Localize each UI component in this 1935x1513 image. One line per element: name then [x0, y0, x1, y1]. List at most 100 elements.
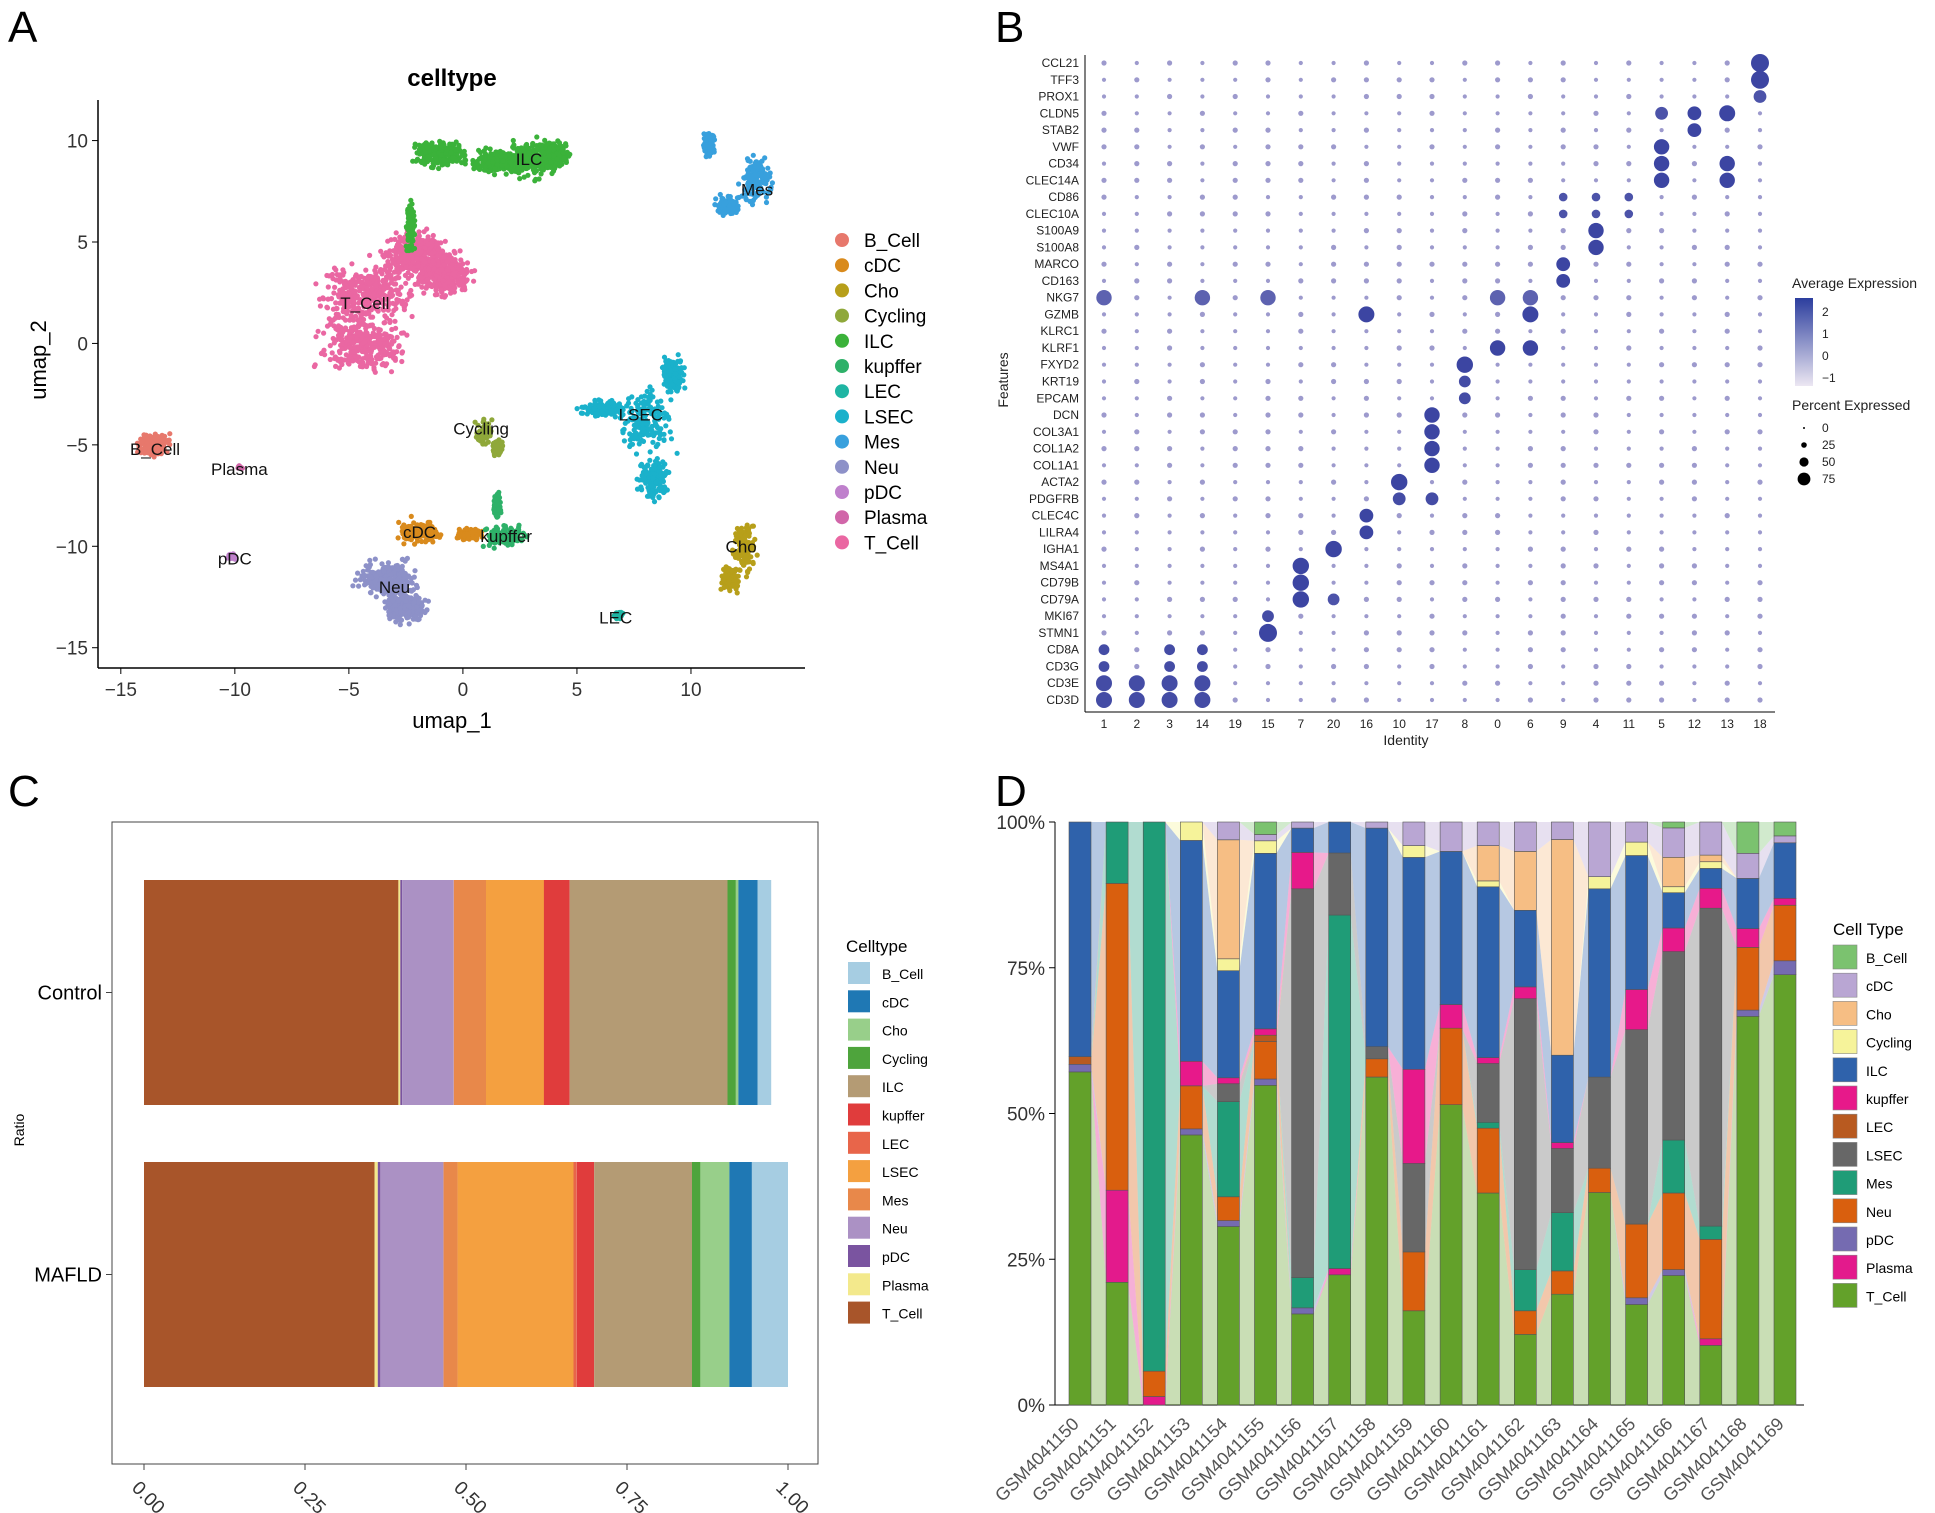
umap-point-mes — [756, 161, 762, 167]
umap-point-t_cell — [335, 332, 342, 339]
umap-point-neu — [424, 607, 430, 613]
umap-point-mes — [729, 210, 736, 216]
umap-point-t_cell — [425, 241, 431, 247]
umap-point-t_cell — [369, 286, 375, 292]
umap-point-lsec — [663, 423, 669, 429]
umap-point-t_cell — [351, 340, 357, 346]
umap-point-cho — [718, 586, 724, 592]
umap-point-t_cell — [375, 300, 381, 306]
umap-point-t_cell — [425, 234, 431, 240]
umap-point-ilc — [420, 157, 426, 163]
umap-point-ilc — [437, 143, 444, 149]
umap-point-ilc — [483, 145, 489, 151]
umap-point-neu — [406, 614, 412, 620]
umap-point-lsec — [596, 403, 603, 410]
umap-point-t_cell — [439, 294, 445, 300]
umap-point-t_cell — [342, 290, 348, 296]
umap-point-t_cell — [317, 303, 323, 309]
umap-point-t_cell — [377, 288, 383, 294]
umap-point-neu — [367, 557, 373, 563]
umap-point-b_cell — [167, 431, 173, 437]
umap-point-ilc — [451, 142, 457, 148]
umap-point-lsec — [672, 371, 679, 377]
umap-point-t_cell — [313, 334, 319, 340]
umap-point-lsec — [676, 379, 682, 385]
umap-point-mes — [760, 180, 766, 186]
umap-point-neu — [400, 556, 406, 563]
umap-point-t_cell — [414, 256, 420, 262]
umap-point-ilc — [551, 153, 557, 159]
umap-point-lsec — [608, 408, 614, 414]
umap-point-t_cell — [405, 270, 411, 276]
umap-point-t_cell — [422, 259, 428, 265]
umap-point-t_cell — [342, 317, 349, 323]
umap-point-mes — [736, 194, 742, 201]
umap-point-t_cell — [391, 351, 397, 357]
umap-point-lsec — [657, 485, 663, 491]
umap-point-lsec — [580, 410, 586, 416]
umap-point-t_cell — [324, 304, 330, 310]
umap-point-t_cell — [342, 325, 349, 331]
umap-point-t_cell — [378, 248, 384, 254]
umap-point-ilc — [516, 165, 522, 171]
umap-point-mes — [769, 180, 776, 186]
umap-point-cycling — [495, 447, 501, 453]
umap-point-t_cell — [448, 290, 454, 296]
umap-point-lsec — [669, 359, 675, 365]
umap-point-cho — [744, 568, 751, 575]
umap-point-ilc — [561, 156, 567, 162]
umap-point-ilc — [503, 171, 509, 177]
umap-point-neu — [395, 598, 402, 604]
umap-point-t_cell — [426, 266, 432, 272]
umap-point-cycling — [485, 439, 491, 445]
umap-point-t_cell — [435, 241, 441, 247]
umap-point-lsec — [668, 436, 675, 442]
umap-point-t_cell — [458, 257, 464, 263]
umap-point-mes — [747, 198, 753, 204]
umap-point-lsec — [591, 405, 598, 412]
umap-point-t_cell — [403, 264, 409, 270]
umap-point-t_cell — [368, 314, 374, 320]
umap-point-mes — [729, 206, 736, 212]
umap-point-t_cell — [387, 319, 393, 325]
umap-point-t_cell — [451, 248, 457, 254]
umap-point-mes — [755, 184, 761, 190]
umap-point-mes — [745, 167, 751, 173]
umap-point-t_cell — [343, 305, 349, 312]
umap-point-ilc — [492, 166, 498, 172]
umap-x-tick-label: 0 — [458, 680, 469, 701]
umap-point-lsec — [647, 391, 653, 398]
umap-point-t_cell — [394, 334, 400, 340]
umap-point-ilc — [471, 166, 477, 172]
umap-point-t_cell — [380, 277, 386, 283]
umap-point-mes — [713, 196, 719, 202]
umap-point-t_cell — [427, 271, 433, 277]
umap-point-cho — [726, 578, 732, 585]
umap-point-t_cell — [409, 313, 415, 320]
umap-point-lsec — [645, 432, 651, 438]
umap-point-ilc — [530, 141, 536, 147]
umap-point-t_cell — [429, 250, 435, 256]
umap-point-t_cell — [431, 266, 437, 272]
umap-point-lsec — [674, 450, 680, 456]
umap-point-lsec — [658, 464, 664, 470]
umap-point-ilc — [556, 140, 563, 146]
umap-point-cho — [729, 568, 735, 574]
umap-point-ilc — [523, 143, 530, 149]
umap-point-lsec — [645, 470, 652, 476]
umap-point-mes — [727, 194, 733, 200]
umap-point-cdc — [396, 519, 402, 526]
umap-point-ilc — [542, 155, 548, 161]
umap-point-mes — [767, 170, 773, 176]
umap-point-mes — [763, 194, 770, 200]
umap-point-t_cell — [357, 278, 363, 285]
umap-point-ilc — [539, 160, 545, 166]
umap-point-t_cell — [322, 352, 328, 358]
umap-point-ilc — [445, 162, 451, 168]
umap-point-ilc — [532, 154, 539, 160]
umap-point-t_cell — [384, 284, 390, 290]
umap-point-neu — [397, 605, 403, 612]
umap-point-t_cell — [416, 229, 422, 235]
panel-letter-d: D — [995, 767, 1027, 816]
